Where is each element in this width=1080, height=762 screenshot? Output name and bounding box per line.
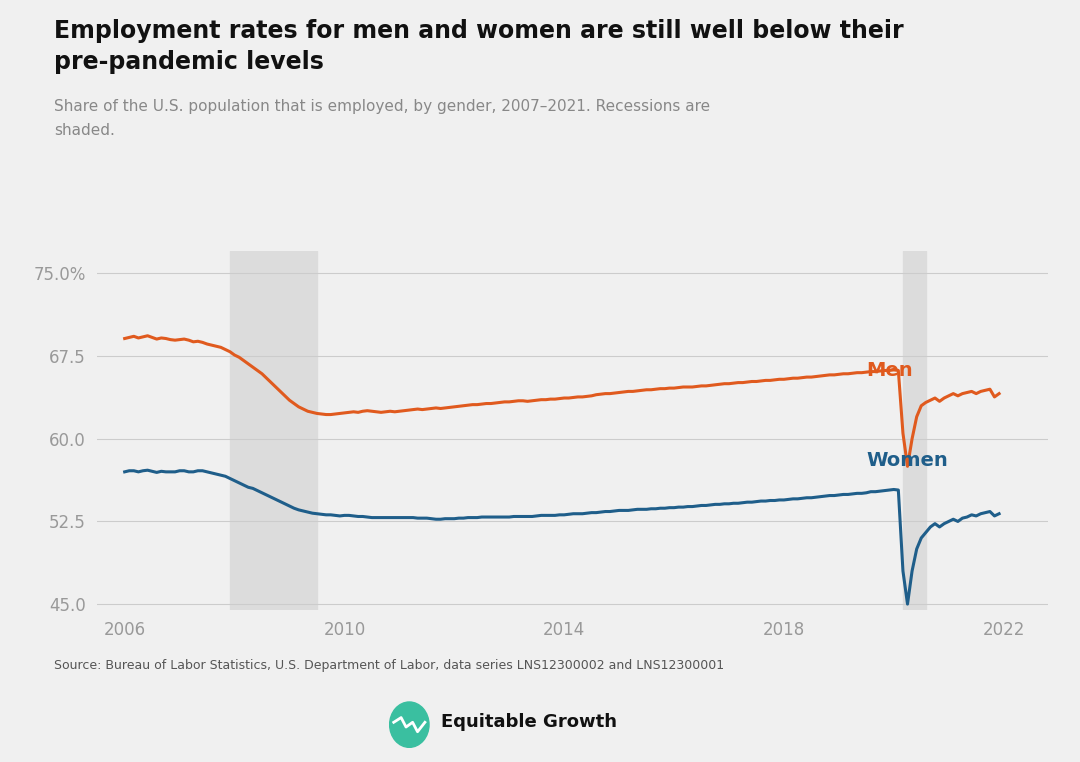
Text: shaded.: shaded. bbox=[54, 123, 114, 139]
Text: Employment rates for men and women are still well below their: Employment rates for men and women are s… bbox=[54, 19, 904, 43]
Circle shape bbox=[390, 702, 429, 748]
Text: Share of the U.S. population that is employed, by gender, 2007–2021. Recessions : Share of the U.S. population that is emp… bbox=[54, 99, 711, 114]
Text: Equitable Growth: Equitable Growth bbox=[441, 713, 617, 732]
Text: Women: Women bbox=[866, 451, 948, 470]
Text: Source: Bureau of Labor Statistics, U.S. Department of Labor, data series LNS123: Source: Bureau of Labor Statistics, U.S.… bbox=[54, 659, 724, 672]
Text: pre-pandemic levels: pre-pandemic levels bbox=[54, 50, 324, 73]
Text: Men: Men bbox=[866, 361, 913, 380]
Bar bbox=[903, 251, 926, 610]
Bar bbox=[230, 251, 316, 610]
